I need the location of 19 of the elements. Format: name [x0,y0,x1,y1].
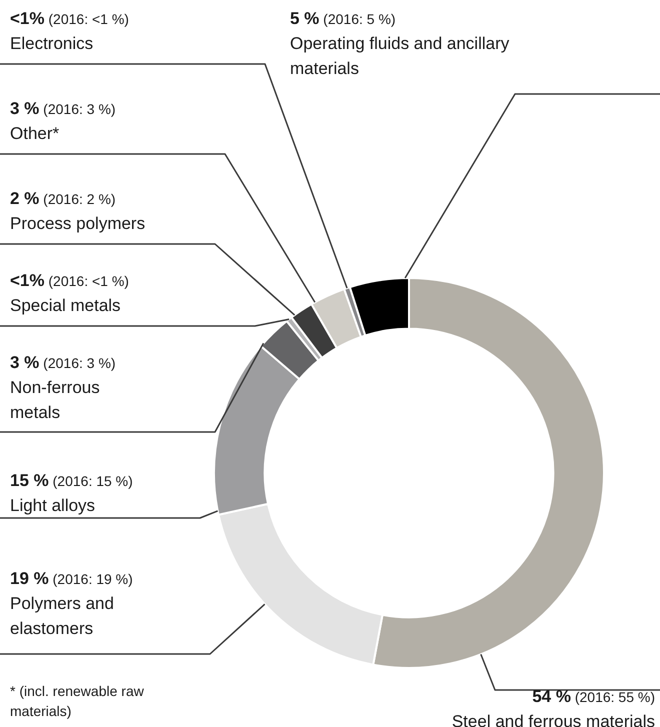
data-label: 3 % (2016: 3 %) [10,99,116,118]
slice-label: Operating fluids and ancillary materials [290,34,510,78]
data-label: 2 % (2016: 2 %) [10,189,116,208]
data-label: 19 % (2016: 19 %) [10,569,133,588]
slice-label: Process polymers [10,214,146,233]
slice-label: Polymers and elastomers [10,594,114,638]
data-label: <1% (2016: <1 %) [10,271,129,290]
slice-label: Light alloys [10,496,96,515]
data-label: 3 % (2016: 3 %) [10,353,116,372]
slice-label: Steel and ferrous materials [452,712,655,727]
data-label: 5 % (2016: 5 %) [290,9,396,28]
data-label: <1% (2016: <1 %) [10,9,129,28]
slice-label: Other* [10,124,60,143]
data-label: 15 % (2016: 15 %) [10,471,133,490]
slice-label: Electronics [10,34,94,53]
slice-label: Special metals [10,296,121,315]
data-label: 54 % (2016: 55 %) [532,687,656,706]
slice-label: Non-ferrous metals [10,378,100,422]
text: * (incl. renewable raw materials) [10,683,145,719]
